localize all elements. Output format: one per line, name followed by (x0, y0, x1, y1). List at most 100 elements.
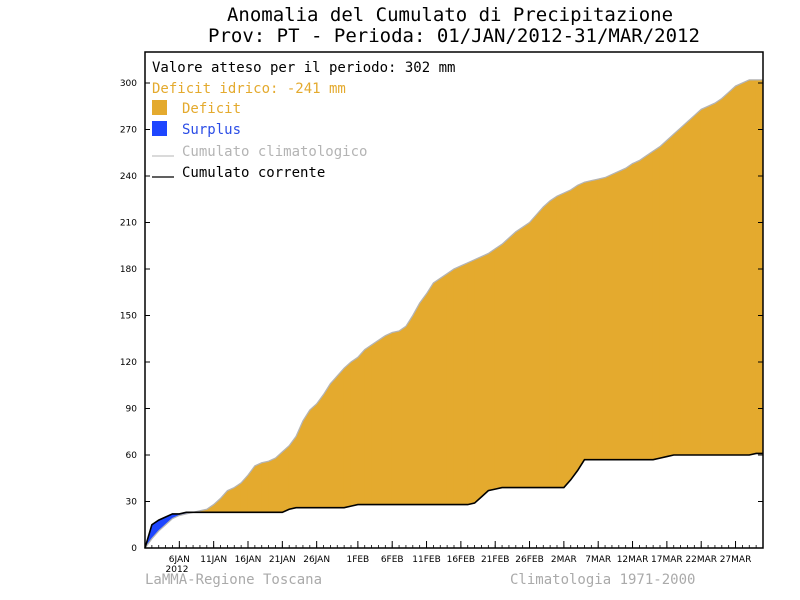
deficit-area-31-0 (358, 350, 365, 505)
deficit-area-37-0 (399, 326, 406, 504)
deficit-area-67-0 (605, 174, 612, 459)
x-tick-label-7MAR: 7MAR (585, 555, 611, 565)
deficit-area-58-0 (543, 201, 550, 488)
x-tick-label-1FEB: 1FEB (346, 555, 369, 565)
deficit-area-71-0 (633, 161, 640, 460)
deficit-area-66-0 (598, 178, 605, 460)
deficit-area-53-0 (509, 232, 516, 488)
x-tick-label-21JAN: 21JAN (269, 555, 296, 565)
x-tick-label-12MAR: 12MAR (617, 555, 649, 565)
deficit-area-50-0 (488, 249, 495, 491)
x-tick-label-22MAR: 22MAR (685, 555, 717, 565)
legend-current-label: Cumulato corrente (182, 165, 325, 181)
deficit-area-86-0 (736, 83, 743, 455)
x-tick-label-17MAR: 17MAR (651, 555, 683, 565)
y-tick-label-300: 300 (120, 79, 137, 89)
deficit-area-21-0 (289, 436, 296, 509)
deficit-area-25-0 (317, 395, 324, 508)
y-tick-label-0: 0 (131, 544, 137, 554)
deficit-area-42-0 (433, 278, 440, 504)
deficit-area-52-0 (502, 238, 509, 488)
deficit-area-56-0 (530, 215, 537, 488)
x-tick-label-26FEB: 26FEB (515, 555, 544, 565)
x-tick-label-2MAR: 2MAR (551, 555, 577, 565)
deficit-area-34-0 (378, 336, 385, 505)
deficit-area-32-0 (365, 345, 372, 505)
deficit-area-70-0 (626, 164, 633, 460)
y-tick-label-150: 150 (120, 312, 137, 322)
deficit-area-28-0 (337, 368, 344, 508)
x-tick-label-27MAR: 27MAR (720, 555, 752, 565)
x-tick-label-6JAN: 6JAN (169, 555, 190, 565)
deficit-area-41-0 (427, 283, 434, 505)
deficit-area-73-0 (646, 151, 653, 459)
deficit-area-12-0 (227, 488, 234, 513)
deficit-area-80-0 (694, 109, 701, 455)
chart-title: Anomalia del Cumulato di Precipitazione (227, 4, 673, 26)
deficit-area-29-0 (344, 362, 351, 508)
deficit-area-59-0 (550, 196, 557, 487)
deficit-area-18-0 (269, 458, 276, 512)
deficit-area-36-0 (392, 331, 399, 505)
deficit-area-17-0 (262, 461, 269, 512)
deficit-area-57-0 (536, 207, 543, 488)
deficit-area-85-0 (729, 86, 736, 455)
y-tick-label-180: 180 (120, 265, 137, 275)
deficit-area-44-0 (447, 269, 454, 505)
deficit-area-77-0 (674, 128, 681, 455)
deficit-area-74-0 (653, 147, 660, 460)
deficit-area-55-0 (523, 223, 530, 488)
deficit-area-76-0 (667, 134, 674, 456)
deficit-area-26-0 (324, 384, 331, 508)
deficit-area-16-0 (255, 463, 262, 513)
deficit-area-49-0 (481, 254, 488, 497)
chart-subtitle: Prov: PT - Perioda: 01/JAN/2012-31/MAR/2… (208, 25, 700, 47)
legend-climatological-label: Cumulato climatologico (182, 144, 367, 160)
footer-right-climatology: Climatologia 1971-2000 (510, 572, 695, 588)
deficit-area-54-0 (516, 227, 523, 487)
deficit-area-60-0 (557, 193, 564, 488)
deficit-area-68-0 (612, 171, 619, 459)
y-tick-label-270: 270 (120, 126, 137, 136)
y-tick-label-90: 90 (126, 405, 138, 415)
deficit-area-72-0 (639, 156, 646, 460)
deficit-area-83-0 (715, 99, 722, 456)
deficit-area-81-0 (701, 106, 708, 455)
deficit-area-45-0 (454, 266, 461, 505)
deficit-area-38-0 (406, 316, 413, 505)
deficit-area-33-0 (372, 340, 379, 504)
deficit-area-48-0 (475, 257, 482, 503)
deficit-area-82-0 (708, 103, 715, 455)
legend-deficit-label: Deficit (182, 101, 241, 117)
deficit-area-40-0 (420, 294, 427, 505)
deficit-area-23-0 (303, 410, 310, 508)
deficit-area-19-0 (275, 452, 282, 512)
deficit-area-87-0 (742, 80, 749, 455)
deficit-area-35-0 (385, 333, 392, 505)
footer-left-credit: LaMMA-Regione Toscana (145, 572, 322, 588)
y-tick-label-120: 120 (120, 358, 137, 368)
deficit-area-39-0 (413, 303, 420, 505)
x-tick-label-16JAN: 16JAN (235, 555, 262, 565)
y-tick-label-240: 240 (120, 172, 137, 182)
y-tick-label-210: 210 (120, 219, 137, 229)
legend-deficit-swatch (152, 100, 167, 115)
deficit-area-24-0 (310, 404, 317, 508)
precipitation-anomaly-chart: Anomalia del Cumulato di Precipitazione … (0, 0, 800, 600)
deficit-area-30-0 (351, 357, 358, 506)
deficit-area-51-0 (495, 244, 502, 489)
deficit-area-61-0 (564, 190, 571, 488)
deficit-area-88-0 (749, 80, 756, 455)
deficit-area-79-0 (687, 116, 694, 455)
deficit-area-78-0 (681, 122, 688, 455)
legend-expected-value: Valore atteso per il periodo: 302 mm (152, 60, 455, 76)
deficit-area-65-0 (591, 179, 598, 460)
x-tick-label-11FEB: 11FEB (412, 555, 441, 565)
legend-surplus-label: Surplus (182, 122, 241, 138)
legend-deficit-value: Deficit idrico: -241 mm (152, 81, 346, 97)
deficit-area-46-0 (461, 263, 468, 505)
deficit-area-62-0 (571, 185, 578, 480)
deficit-area-63-0 (578, 182, 585, 470)
legend-surplus-swatch (152, 121, 167, 136)
x-tick-label-21FEB: 21FEB (481, 555, 510, 565)
